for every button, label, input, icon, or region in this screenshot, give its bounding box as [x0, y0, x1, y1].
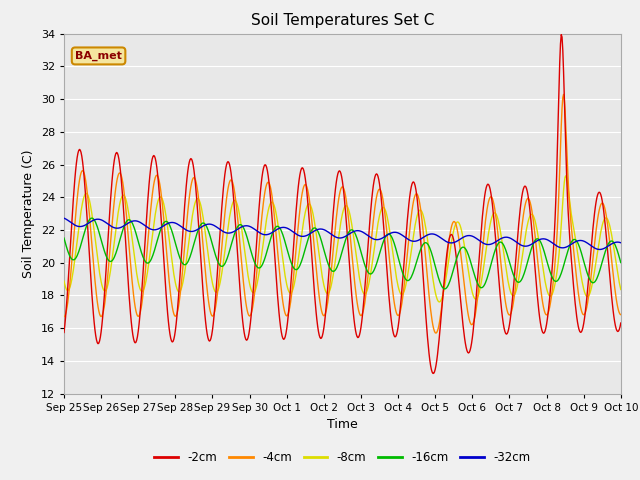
Y-axis label: Soil Temperature (C): Soil Temperature (C): [22, 149, 35, 278]
Legend: -2cm, -4cm, -8cm, -16cm, -32cm: -2cm, -4cm, -8cm, -16cm, -32cm: [150, 446, 535, 469]
Title: Soil Temperatures Set C: Soil Temperatures Set C: [251, 13, 434, 28]
Text: BA_met: BA_met: [75, 51, 122, 61]
X-axis label: Time: Time: [327, 418, 358, 431]
